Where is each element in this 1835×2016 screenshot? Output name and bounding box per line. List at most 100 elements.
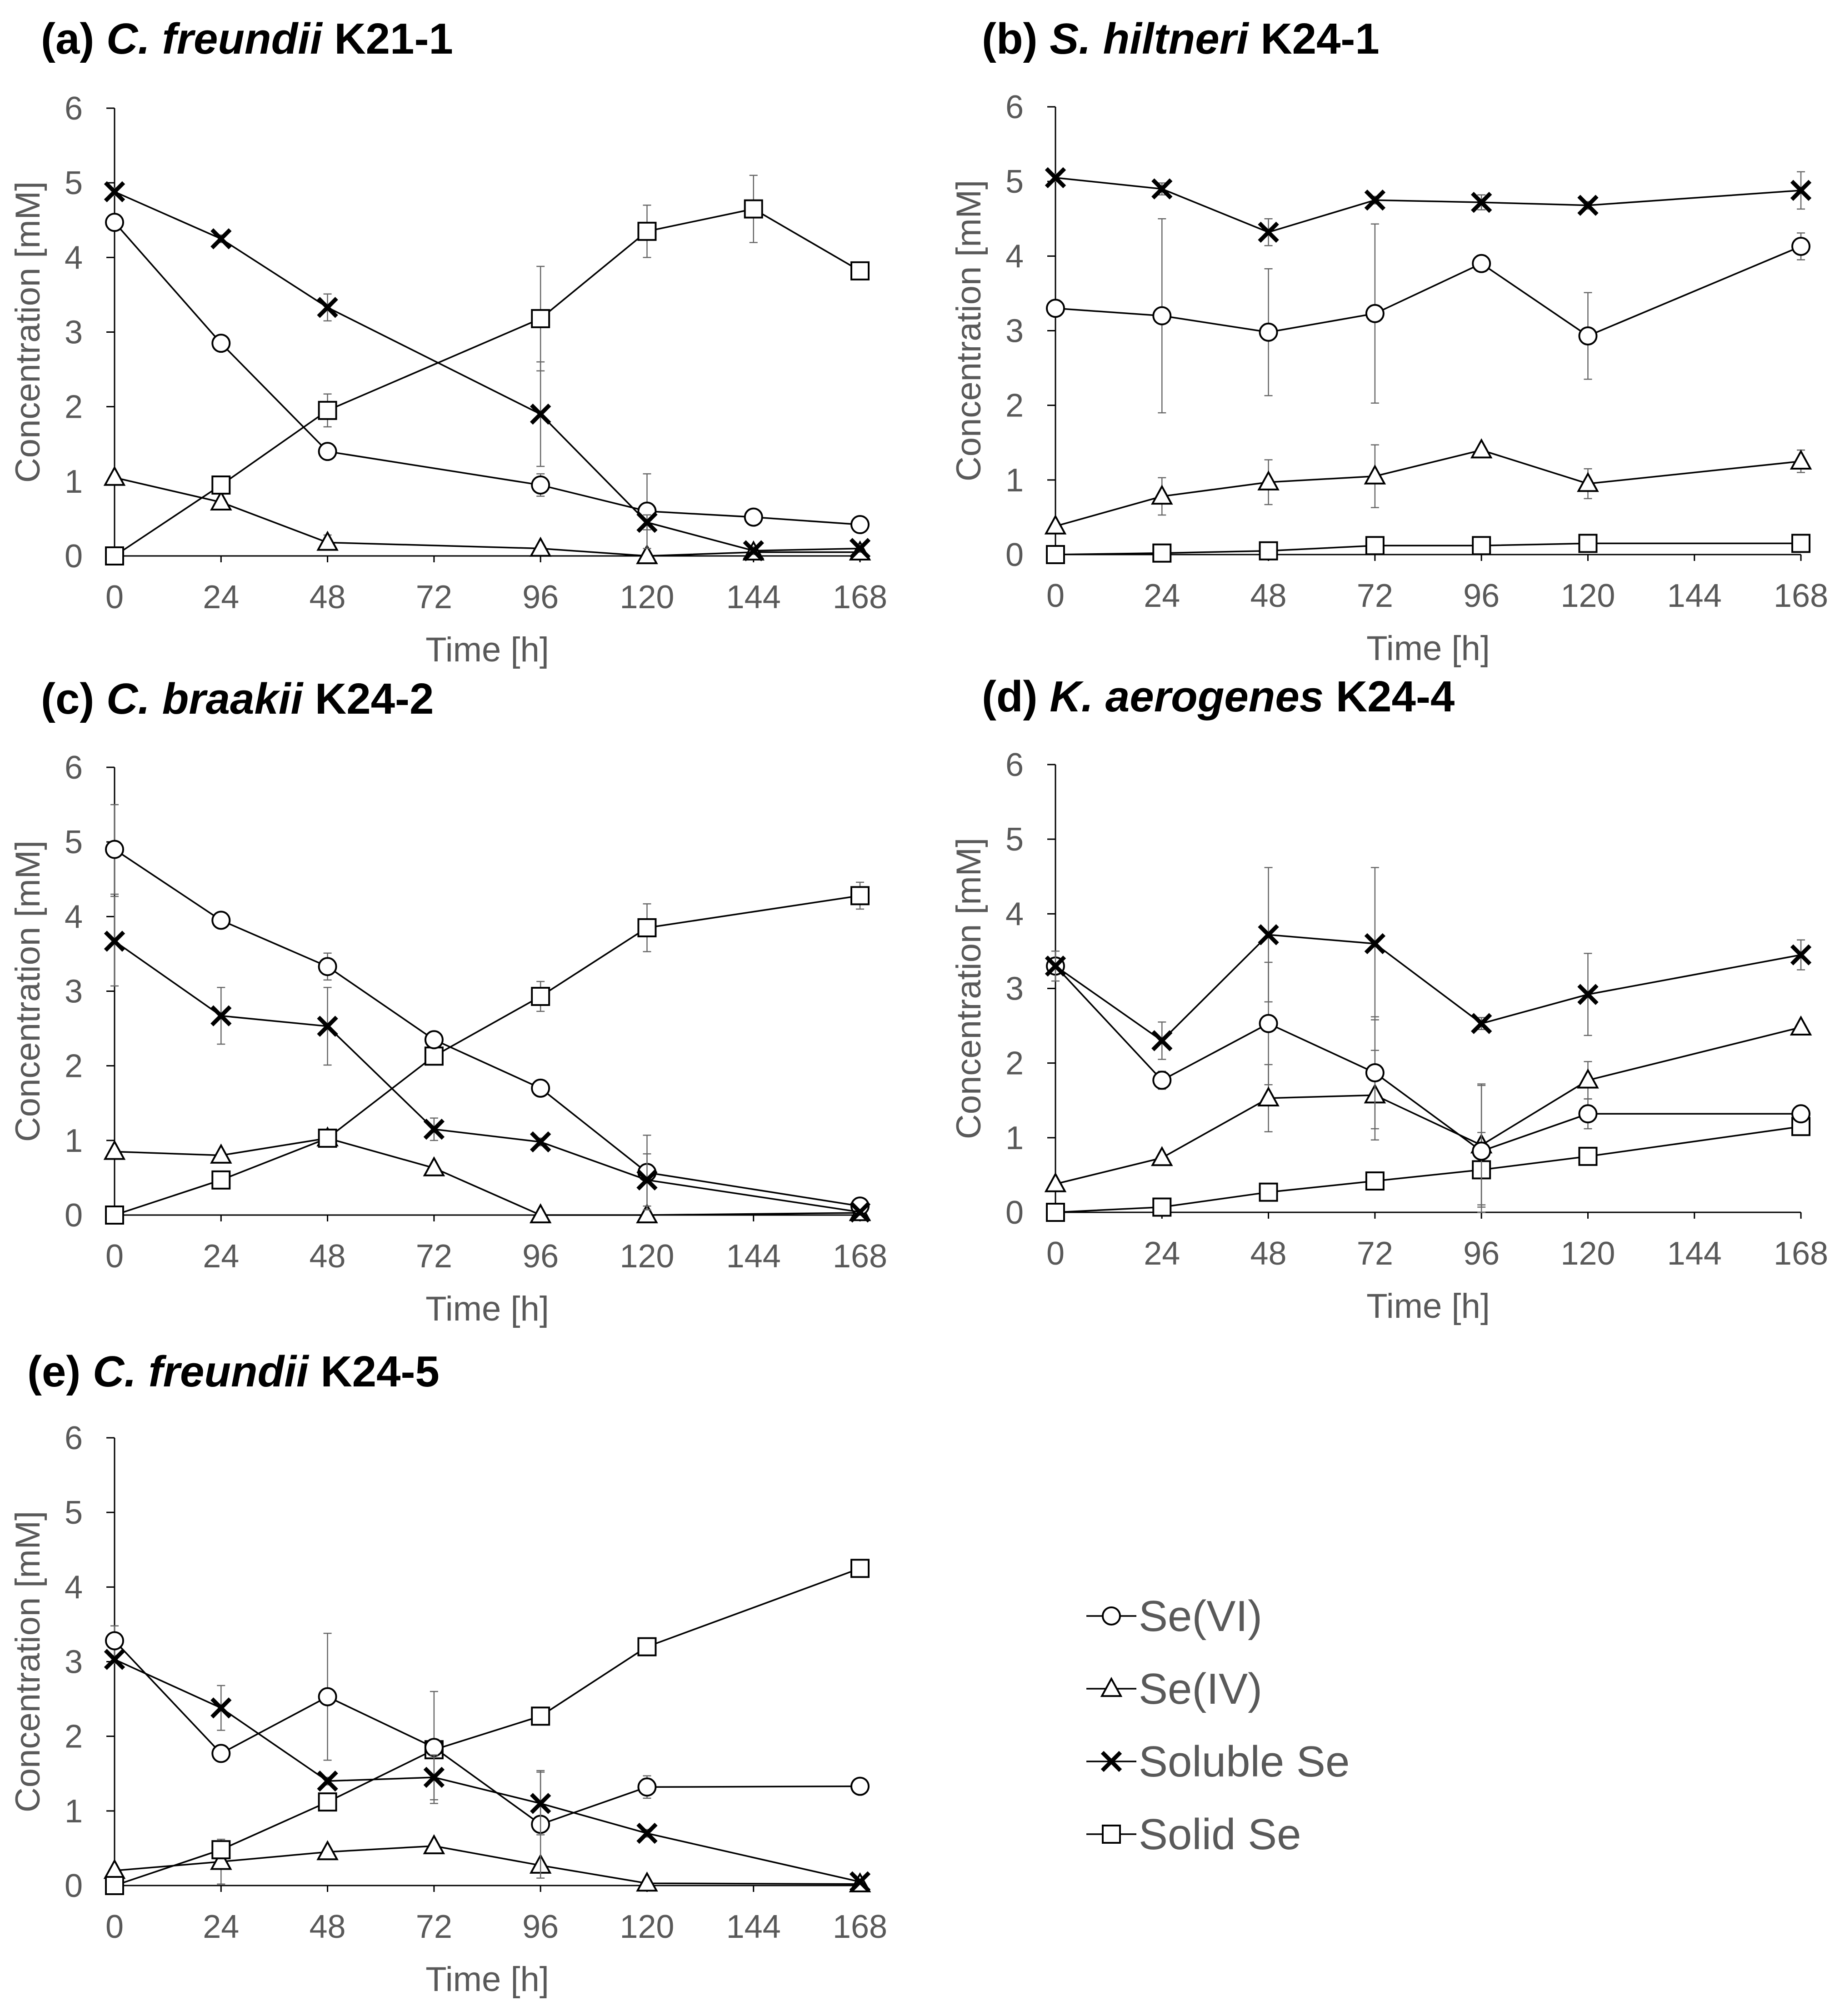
data-point <box>1791 236 1810 256</box>
x-tick-label: 72 <box>1357 1236 1393 1272</box>
data-point <box>1046 545 1065 564</box>
data-point <box>317 297 338 318</box>
y-tick-label: 3 <box>65 974 83 1010</box>
data-point <box>1472 1141 1491 1161</box>
data-point <box>105 213 124 232</box>
x-axis-label: Time [h] <box>425 630 549 669</box>
x-tick-label: 24 <box>203 579 239 615</box>
legend-marker <box>1102 1606 1121 1626</box>
legend-marker <box>1100 1751 1122 1772</box>
series-line <box>114 895 860 1216</box>
y-tick-label: 3 <box>1005 971 1024 1007</box>
legend-marker <box>1102 1825 1121 1844</box>
x-tick-label: 48 <box>1250 1236 1287 1272</box>
x-tick-label: 0 <box>105 1238 124 1275</box>
series-se-vi- <box>1046 218 1810 414</box>
data-point <box>318 957 337 976</box>
x-tick-label: 144 <box>726 1238 781 1275</box>
data-point <box>531 309 550 328</box>
y-tick-label: 1 <box>65 1123 83 1159</box>
legend-label: Se(VI) <box>1139 1592 1262 1641</box>
x-tick-label: 24 <box>203 1909 239 1945</box>
y-tick-label: 1 <box>65 1793 83 1830</box>
data-point <box>636 511 658 533</box>
data-point <box>424 1738 444 1757</box>
series-soluble-se <box>1045 867 1812 1060</box>
data-point <box>636 544 658 565</box>
data-point <box>1044 1172 1067 1192</box>
data-point <box>105 1206 124 1225</box>
y-tick-label: 1 <box>65 464 83 500</box>
data-point <box>1577 472 1599 492</box>
y-tick-label: 3 <box>1005 313 1024 350</box>
data-point <box>1790 180 1812 201</box>
data-point <box>531 986 550 1006</box>
data-point <box>1259 1182 1278 1202</box>
data-point <box>1472 536 1491 555</box>
panel-letter: (b) <box>982 15 1050 63</box>
y-tick-label: 2 <box>65 1719 83 1755</box>
data-point <box>1472 254 1491 273</box>
x-tick-label: 168 <box>1774 578 1828 614</box>
y-tick-label: 2 <box>1005 1046 1024 1082</box>
data-point <box>423 1766 445 1788</box>
data-point <box>1046 299 1065 318</box>
x-tick-label: 0 <box>1046 1236 1065 1272</box>
chart-panel: (b) S. hiltneri K24-1 0 1 2 3 4 5 6 0 24 48 72 96 120… <box>950 15 1828 668</box>
data-point <box>529 536 552 557</box>
x-tick-label: 96 <box>522 579 559 615</box>
data-point <box>850 1776 870 1796</box>
data-point <box>1151 484 1173 505</box>
series-se-vi- <box>1046 956 1810 1213</box>
data-point <box>530 403 551 425</box>
series-soluble-se <box>1045 167 1812 246</box>
x-tick-label: 96 <box>1463 578 1500 614</box>
data-point <box>1470 438 1493 459</box>
x-tick-label: 120 <box>1560 578 1615 614</box>
y-tick-label: 5 <box>65 165 83 201</box>
chart-title: (e) C. freundii K24-5 <box>27 1347 440 1396</box>
legend-label: Se(IV) <box>1139 1665 1262 1713</box>
data-point <box>1151 1146 1173 1166</box>
y-tick-label: 4 <box>65 1569 83 1606</box>
data-point <box>1364 190 1386 211</box>
data-point <box>1365 1171 1385 1191</box>
y-tick-label: 6 <box>65 90 83 127</box>
chart-panel: (c) C. braakii K24-2 0 1 2 3 4 5 6 0 24 48 72 96 120 1… <box>9 675 887 1328</box>
x-tick-label: 48 <box>310 1238 346 1275</box>
x-tick-label: 0 <box>105 579 124 615</box>
x-axis-label: Time [h] <box>1366 1287 1490 1326</box>
data-point <box>1577 195 1599 216</box>
y-axis-label: Concentration [mM] <box>9 840 47 1142</box>
legend-marker <box>1100 1676 1123 1697</box>
x-tick-label: 168 <box>833 1238 887 1275</box>
data-point <box>1152 543 1172 563</box>
data-point <box>318 1792 337 1812</box>
legend-item: Soluble Se <box>1086 1737 1350 1786</box>
data-point <box>530 1131 551 1153</box>
species-name: K. aerogenes <box>1050 672 1324 721</box>
data-point <box>849 1201 871 1223</box>
series-solid-se <box>105 1559 870 1895</box>
data-point <box>1578 534 1598 553</box>
x-tick-label: 96 <box>1463 1236 1500 1272</box>
x-tick-label: 24 <box>203 1238 239 1275</box>
series-line <box>1055 449 1801 527</box>
x-tick-label: 120 <box>620 1238 674 1275</box>
x-tick-label: 96 <box>522 1238 559 1275</box>
data-point <box>531 1078 550 1098</box>
y-tick-label: 6 <box>1005 747 1024 783</box>
data-point <box>318 1687 337 1706</box>
data-point <box>531 475 550 495</box>
x-tick-label: 24 <box>1144 1236 1180 1272</box>
data-point <box>1578 326 1598 345</box>
data-point <box>1046 1203 1065 1222</box>
data-point <box>211 1170 231 1190</box>
data-point <box>636 1822 658 1844</box>
data-point <box>104 930 125 952</box>
data-point <box>1257 470 1280 490</box>
x-tick-label: 144 <box>726 579 781 615</box>
x-tick-label: 24 <box>1144 578 1180 614</box>
data-point <box>424 1046 444 1066</box>
data-point <box>1257 1086 1280 1106</box>
